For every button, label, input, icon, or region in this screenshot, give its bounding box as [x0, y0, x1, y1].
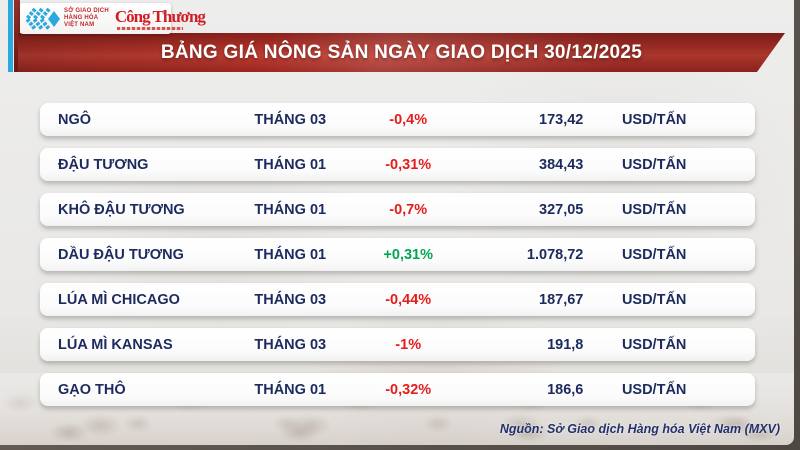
- table-row: LÚA MÌ CHICAGO THÁNG 03 -0,44% 187,67 US…: [40, 283, 755, 316]
- price-value: 187,67: [539, 291, 584, 308]
- price-value: 384,43: [539, 156, 584, 173]
- commodity-name: DẦU ĐẬU TƯƠNG: [58, 246, 184, 263]
- price-value: 327,05: [539, 201, 584, 218]
- price-value: 186,6: [547, 381, 584, 398]
- contract-month: THÁNG 03: [254, 111, 327, 128]
- mxv-text-line: VIỆT NAM: [64, 22, 95, 29]
- contract-month: THÁNG 01: [254, 201, 327, 218]
- contract-month: THÁNG 01: [254, 246, 327, 263]
- percent-change: -0,4%: [389, 111, 428, 128]
- table-row: KHÔ ĐẬU TƯƠNG THÁNG 01 -0,7% 327,05 USD/…: [40, 193, 755, 226]
- price-unit: USD/TẤN: [621, 336, 687, 353]
- contract-month: THÁNG 03: [254, 336, 327, 353]
- commodity-name: KHÔ ĐẬU TƯƠNG: [58, 201, 185, 218]
- percent-change: -1%: [395, 336, 422, 353]
- price-unit: USD/TẤN: [621, 246, 687, 263]
- percent-change: -0,44%: [385, 291, 432, 308]
- contract-month: THÁNG 01: [254, 156, 327, 173]
- commodity-name: LÚA MÌ KANSAS: [58, 336, 173, 353]
- table-row: GẠO THÔ THÁNG 01 -0,32% 186,6 USD/TẤN: [40, 373, 755, 406]
- title-banner: BẢNG GIÁ NÔNG SẢN NGÀY GIAO DỊCH 30/12/2…: [18, 33, 785, 72]
- price-unit: USD/TẤN: [621, 111, 687, 128]
- mxv-text-line: HÀNG HÓA: [64, 14, 99, 21]
- table-row: ĐẬU TƯƠNG THÁNG 01 -0,31% 384,43 USD/TẤN: [40, 148, 755, 181]
- price-unit: USD/TẤN: [621, 201, 687, 218]
- commodity-name: ĐẬU TƯƠNG: [58, 156, 149, 173]
- congthuong-logo: Công Thương: [114, 6, 206, 30]
- price-value: 191,8: [547, 336, 584, 353]
- contract-month: THÁNG 03: [254, 291, 327, 308]
- table-row: NGÔ THÁNG 03 -0,4% 173,42 USD/TẤN: [40, 103, 755, 136]
- price-unit: USD/TẤN: [621, 291, 687, 308]
- table-row: DẦU ĐẬU TƯƠNG THÁNG 01 +0,31% 1.078,72 U…: [40, 238, 755, 271]
- logo-box: SỞ GIAO DỊCH HÀNG HÓA VIỆT NAM Công Thươ…: [20, 3, 206, 34]
- source-credit: Nguồn: Sở Giao dịch Hàng hóa Việt Nam (M…: [499, 422, 780, 436]
- commodity-name: GẠO THÔ: [58, 381, 126, 398]
- price-rows: NGÔ THÁNG 03 -0,4% 173,42 USD/TẤN ĐẬU TƯ…: [40, 103, 755, 418]
- congthuong-logo-text: Công Thương: [114, 6, 206, 26]
- accent-stripe-cyan: [8, 0, 13, 72]
- mxv-logo-icon: [25, 7, 60, 30]
- price-unit: USD/TẤN: [621, 156, 687, 173]
- page-title: BẢNG GIÁ NÔNG SẢN NGÀY GIAO DỊCH 30/12/2…: [160, 41, 643, 63]
- mxv-text-line: SỞ GIAO DỊCH: [64, 7, 109, 14]
- price-value: 1.078,72: [526, 246, 584, 263]
- commodity-name: LÚA MÌ CHICAGO: [58, 291, 180, 308]
- mxv-logo-text: SỞ GIAO DỊCH HÀNG HÓA VIỆT NAM: [64, 8, 109, 30]
- price-value: 173,42: [539, 111, 584, 128]
- percent-change: +0,31%: [383, 246, 433, 263]
- congthuong-tagline: [116, 26, 183, 30]
- commodity-name: NGÔ: [58, 111, 92, 128]
- contract-month: THÁNG 01: [254, 381, 327, 398]
- table-row: LÚA MÌ KANSAS THÁNG 03 -1% 191,8 USD/TẤN: [40, 328, 755, 361]
- percent-change: -0,32%: [385, 381, 432, 398]
- percent-change: -0,31%: [385, 156, 432, 173]
- percent-change: -0,7%: [389, 201, 428, 218]
- accent-stripe-maroon: [14, 0, 20, 72]
- price-unit: USD/TẤN: [621, 381, 687, 398]
